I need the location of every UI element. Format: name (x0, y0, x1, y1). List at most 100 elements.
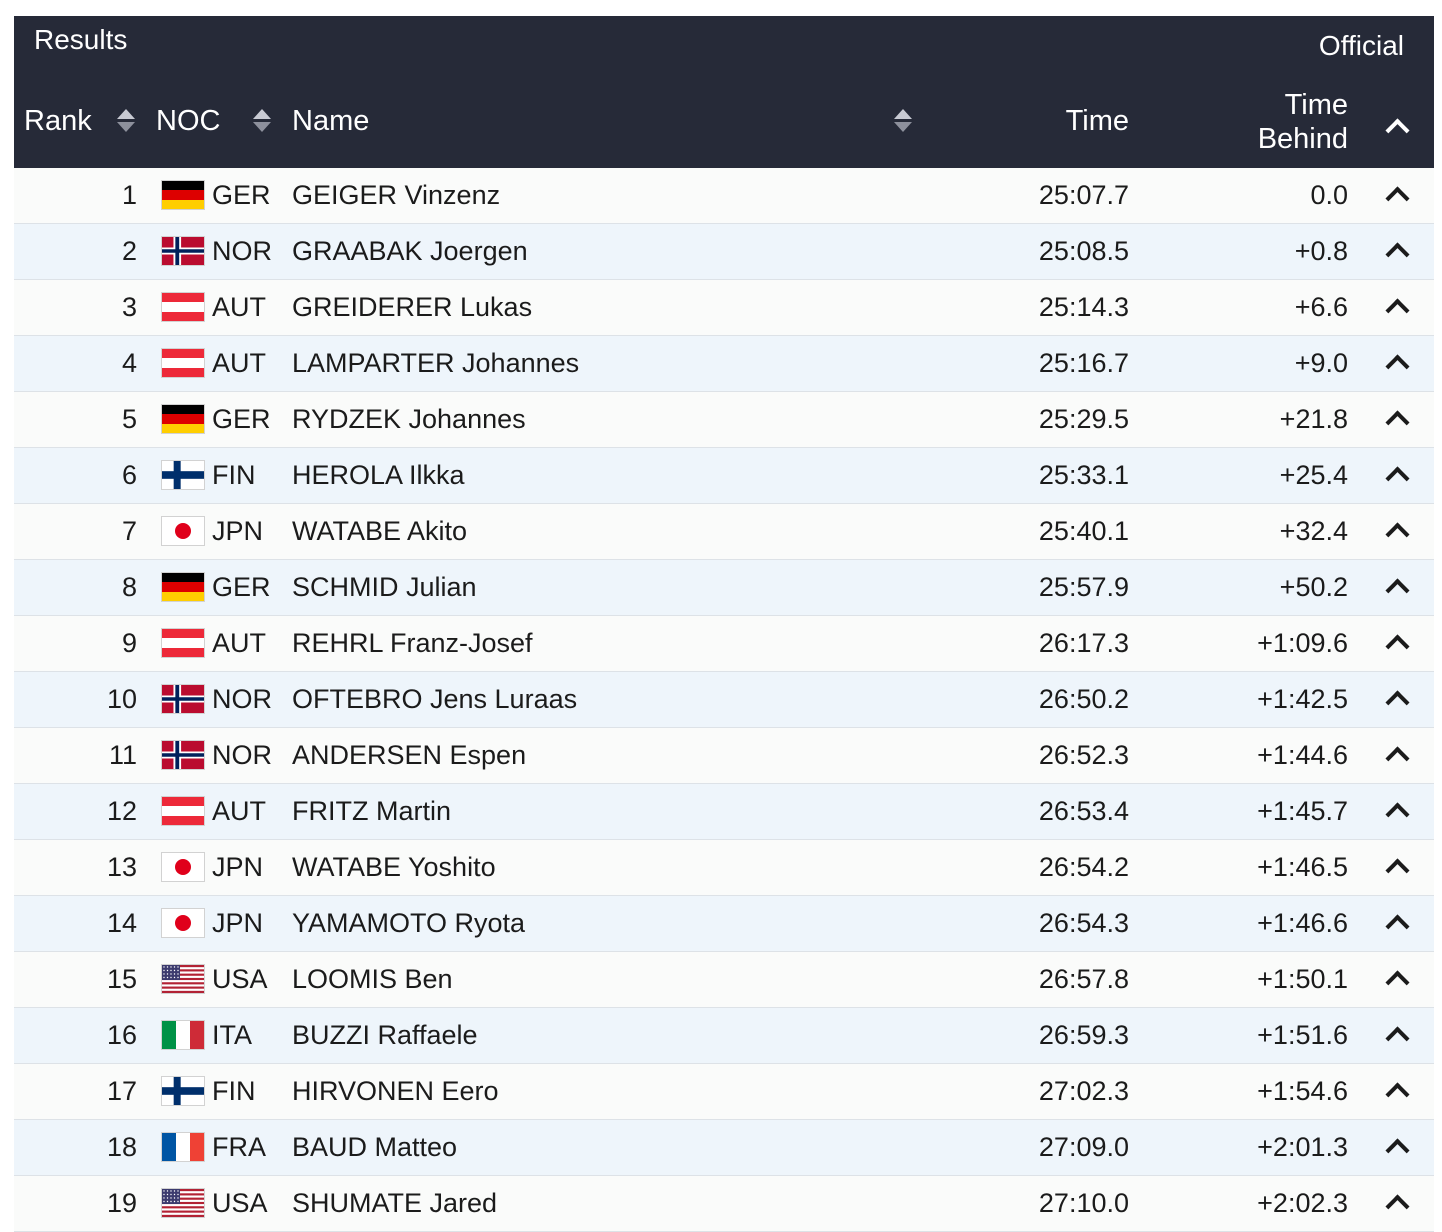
chevron-up-icon[interactable] (1385, 802, 1410, 827)
time-cell: 25:08.5 (1038, 236, 1129, 266)
column-header-noc[interactable]: NOC (156, 105, 221, 137)
chevron-up-icon[interactable] (1385, 970, 1410, 995)
chevron-up-icon[interactable] (1385, 634, 1410, 659)
chevron-up-icon[interactable] (1385, 410, 1410, 435)
time-cell: 26:17.3 (1038, 628, 1129, 658)
table-row[interactable]: 6 FIN HEROLA Ilkka 25:33.1 +25.4 (14, 448, 1434, 504)
time-behind-cell: +1:09.6 (1257, 628, 1348, 658)
athlete-name[interactable]: FRITZ Martin (292, 796, 451, 826)
time-cell: 27:02.3 (1038, 1076, 1129, 1106)
column-header-name[interactable]: Name (292, 105, 370, 137)
table-row[interactable]: 7 JPN WATABE Akito 25:40.1 +32.4 (14, 504, 1434, 560)
flag-icon (161, 1020, 205, 1050)
athlete-name[interactable]: GREIDERER Lukas (292, 292, 533, 322)
table-row[interactable]: 10 NOR OFTEBRO Jens Luraas 26:50.2 +1:42.5 (14, 672, 1434, 728)
rank-cell: 12 (106, 796, 137, 826)
athlete-name[interactable]: LOOMIS Ben (292, 964, 453, 994)
athlete-name[interactable]: HEROLA Ilkka (292, 460, 465, 490)
noc-cell: NOR (212, 684, 272, 714)
table-row[interactable]: 8 GER SCHMID Julian 25:57.9 +50.2 (14, 560, 1434, 616)
time-cell: 27:09.0 (1038, 1132, 1129, 1162)
table-header: Results Official Rank NOC Name Time Time… (14, 16, 1434, 168)
table-row[interactable]: 2 NOR GRAABAK Joergen 25:08.5 +0.8 (14, 224, 1434, 280)
flag-icon (161, 460, 205, 490)
noc-cell: AUT (212, 628, 266, 658)
athlete-name[interactable]: REHRL Franz-Josef (292, 628, 533, 658)
time-cell: 26:57.8 (1038, 964, 1129, 994)
chevron-up-icon[interactable] (1385, 746, 1410, 771)
time-behind-cell: +1:42.5 (1257, 684, 1348, 714)
chevron-up-icon[interactable] (1385, 1026, 1410, 1051)
column-header-rank[interactable]: Rank (24, 105, 92, 137)
chevron-up-icon[interactable] (1385, 690, 1410, 715)
table-row[interactable]: 15 USA LOOMIS Ben 26:57.8 +1:50.1 (14, 952, 1434, 1008)
flag-icon (161, 404, 205, 434)
table-row[interactable]: 9 AUT REHRL Franz-Josef 26:17.3 +1:09.6 (14, 616, 1434, 672)
noc-cell: AUT (212, 796, 266, 826)
athlete-name[interactable]: WATABE Akito (292, 516, 468, 546)
athlete-name[interactable]: ANDERSEN Espen (292, 740, 527, 770)
chevron-up-icon[interactable] (1385, 1082, 1410, 1107)
time-behind-cell: +2:02.3 (1257, 1188, 1348, 1218)
athlete-name[interactable]: SCHMID Julian (292, 572, 477, 602)
chevron-up-icon[interactable] (1385, 914, 1410, 939)
table-row[interactable]: 4 AUT LAMPARTER Johannes 25:16.7 +9.0 (14, 336, 1434, 392)
athlete-name[interactable]: OFTEBRO Jens Luraas (292, 684, 578, 714)
rank-cell: 5 (121, 404, 137, 434)
noc-cell: JPN (212, 516, 264, 546)
rank-cell: 7 (121, 516, 137, 546)
chevron-up-icon[interactable] (1385, 858, 1410, 883)
time-behind-cell: +1:44.6 (1257, 740, 1348, 770)
time-cell: 25:33.1 (1038, 460, 1129, 490)
table-row[interactable]: 12 AUT FRITZ Martin 26:53.4 +1:45.7 (14, 784, 1434, 840)
chevron-up-icon[interactable] (1385, 298, 1410, 323)
athlete-name[interactable]: GEIGER Vinzenz (292, 180, 501, 210)
flag-icon (161, 572, 205, 602)
noc-cell: FRA (212, 1132, 266, 1162)
flag-icon (161, 852, 205, 882)
athlete-name[interactable]: RYDZEK Johannes (292, 404, 526, 434)
chevron-up-icon[interactable] (1385, 578, 1410, 603)
noc-cell: AUT (212, 348, 266, 378)
rank-cell: 11 (108, 740, 137, 770)
sort-icon[interactable] (117, 107, 135, 135)
time-behind-label-line1: Time (1284, 89, 1348, 121)
table-row[interactable]: 3 AUT GREIDERER Lukas 25:14.3 +6.6 (14, 280, 1434, 336)
results-body: 1 GER GEIGER Vinzenz 25:07.7 0.0 2 NOR GRAABAK … (14, 168, 1434, 1232)
table-row[interactable]: 18 FRA BAUD Matteo 27:09.0 +2:01.3 (14, 1120, 1434, 1176)
time-cell: 25:29.5 (1038, 404, 1129, 434)
athlete-name[interactable]: BAUD Matteo (292, 1132, 458, 1162)
table-row[interactable]: 14 JPN YAMAMOTO Ryota 26:54.3 +1:46.6 (14, 896, 1434, 952)
time-behind-cell: +1:46.5 (1257, 852, 1348, 882)
noc-cell: AUT (212, 292, 266, 322)
athlete-name[interactable]: LAMPARTER Johannes (292, 348, 580, 378)
table-row[interactable]: 11 NOR ANDERSEN Espen 26:52.3 +1:44.6 (14, 728, 1434, 784)
rank-cell: 9 (121, 628, 137, 658)
athlete-name[interactable]: GRAABAK Joergen (292, 236, 528, 266)
table-row[interactable]: 17 FIN HIRVONEN Eero 27:02.3 +1:54.6 (14, 1064, 1434, 1120)
athlete-name[interactable]: BUZZI Raffaele (292, 1020, 478, 1050)
chevron-up-icon[interactable] (1385, 242, 1410, 267)
sort-icon[interactable] (253, 107, 271, 135)
athlete-name[interactable]: HIRVONEN Eero (292, 1076, 499, 1106)
athlete-name[interactable]: YAMAMOTO Ryota (292, 908, 526, 938)
athlete-name[interactable]: SHUMATE Jared (292, 1188, 498, 1218)
athlete-name[interactable]: WATABE Yoshito (292, 852, 496, 882)
chevron-up-icon[interactable] (1385, 118, 1410, 143)
table-row[interactable]: 16 ITA BUZZI Raffaele 26:59.3 +1:51.6 (14, 1008, 1434, 1064)
noc-cell: NOR (212, 236, 272, 266)
sort-icon[interactable] (894, 107, 912, 135)
results-title: Results (34, 24, 128, 55)
table-row[interactable]: 5 GER RYDZEK Johannes 25:29.5 +21.8 (14, 392, 1434, 448)
chevron-up-icon[interactable] (1385, 1138, 1410, 1163)
chevron-up-icon[interactable] (1385, 466, 1410, 491)
table-row[interactable]: 13 JPN WATABE Yoshito 26:54.2 +1:46.5 (14, 840, 1434, 896)
table-row[interactable]: 19 USA SHUMATE Jared 27:10.0 +2:02.3 (14, 1176, 1434, 1232)
rank-cell: 19 (106, 1188, 137, 1218)
chevron-up-icon[interactable] (1385, 522, 1410, 547)
chevron-up-icon[interactable] (1385, 354, 1410, 379)
chevron-up-icon[interactable] (1385, 1194, 1410, 1219)
chevron-up-icon[interactable] (1385, 186, 1410, 211)
results-table: Results Official Rank NOC Name Time Time… (14, 16, 1434, 1232)
table-row[interactable]: 1 GER GEIGER Vinzenz 25:07.7 0.0 (14, 168, 1434, 224)
